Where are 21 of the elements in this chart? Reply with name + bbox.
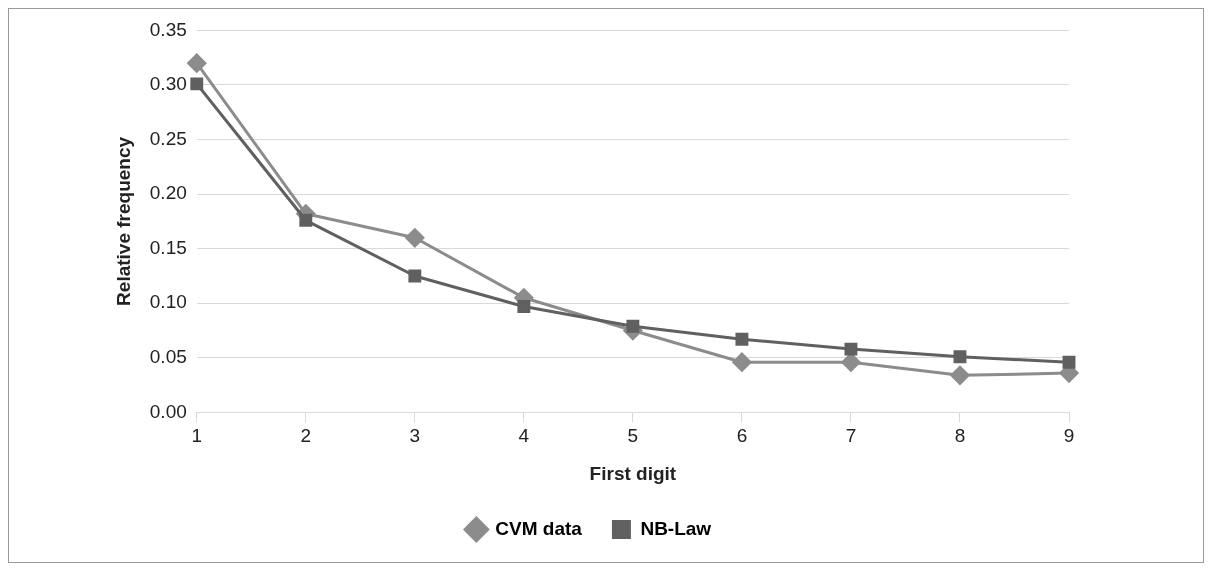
legend-label: CVM data — [495, 517, 583, 539]
y-tick-label: 0.25 — [149, 127, 187, 149]
x-tick-label: 3 — [409, 425, 421, 447]
legend-label: NB-Law — [640, 517, 712, 539]
x-tick-label: 2 — [300, 425, 312, 447]
x-tick-label: 4 — [518, 425, 530, 447]
x-tick-label: 9 — [1063, 425, 1075, 447]
x-tick-label: 6 — [736, 425, 748, 447]
y-axis-title: Relative frequency — [112, 136, 134, 306]
x-tick-label: 5 — [627, 425, 639, 447]
y-tick-label: 0.00 — [149, 400, 187, 422]
y-tick-label: 0.30 — [149, 73, 187, 95]
y-tick-label: 0.15 — [149, 236, 187, 258]
y-tick-label: 0.05 — [149, 346, 187, 368]
x-axis-title: First digit — [589, 462, 677, 484]
x-tick-label: 1 — [191, 425, 203, 447]
y-tick-label: 0.35 — [149, 18, 187, 40]
y-tick-label: 0.20 — [149, 182, 187, 204]
x-tick-label: 7 — [845, 425, 857, 447]
y-tick-label: 0.10 — [149, 291, 187, 313]
x-tick-label: 8 — [954, 425, 966, 447]
